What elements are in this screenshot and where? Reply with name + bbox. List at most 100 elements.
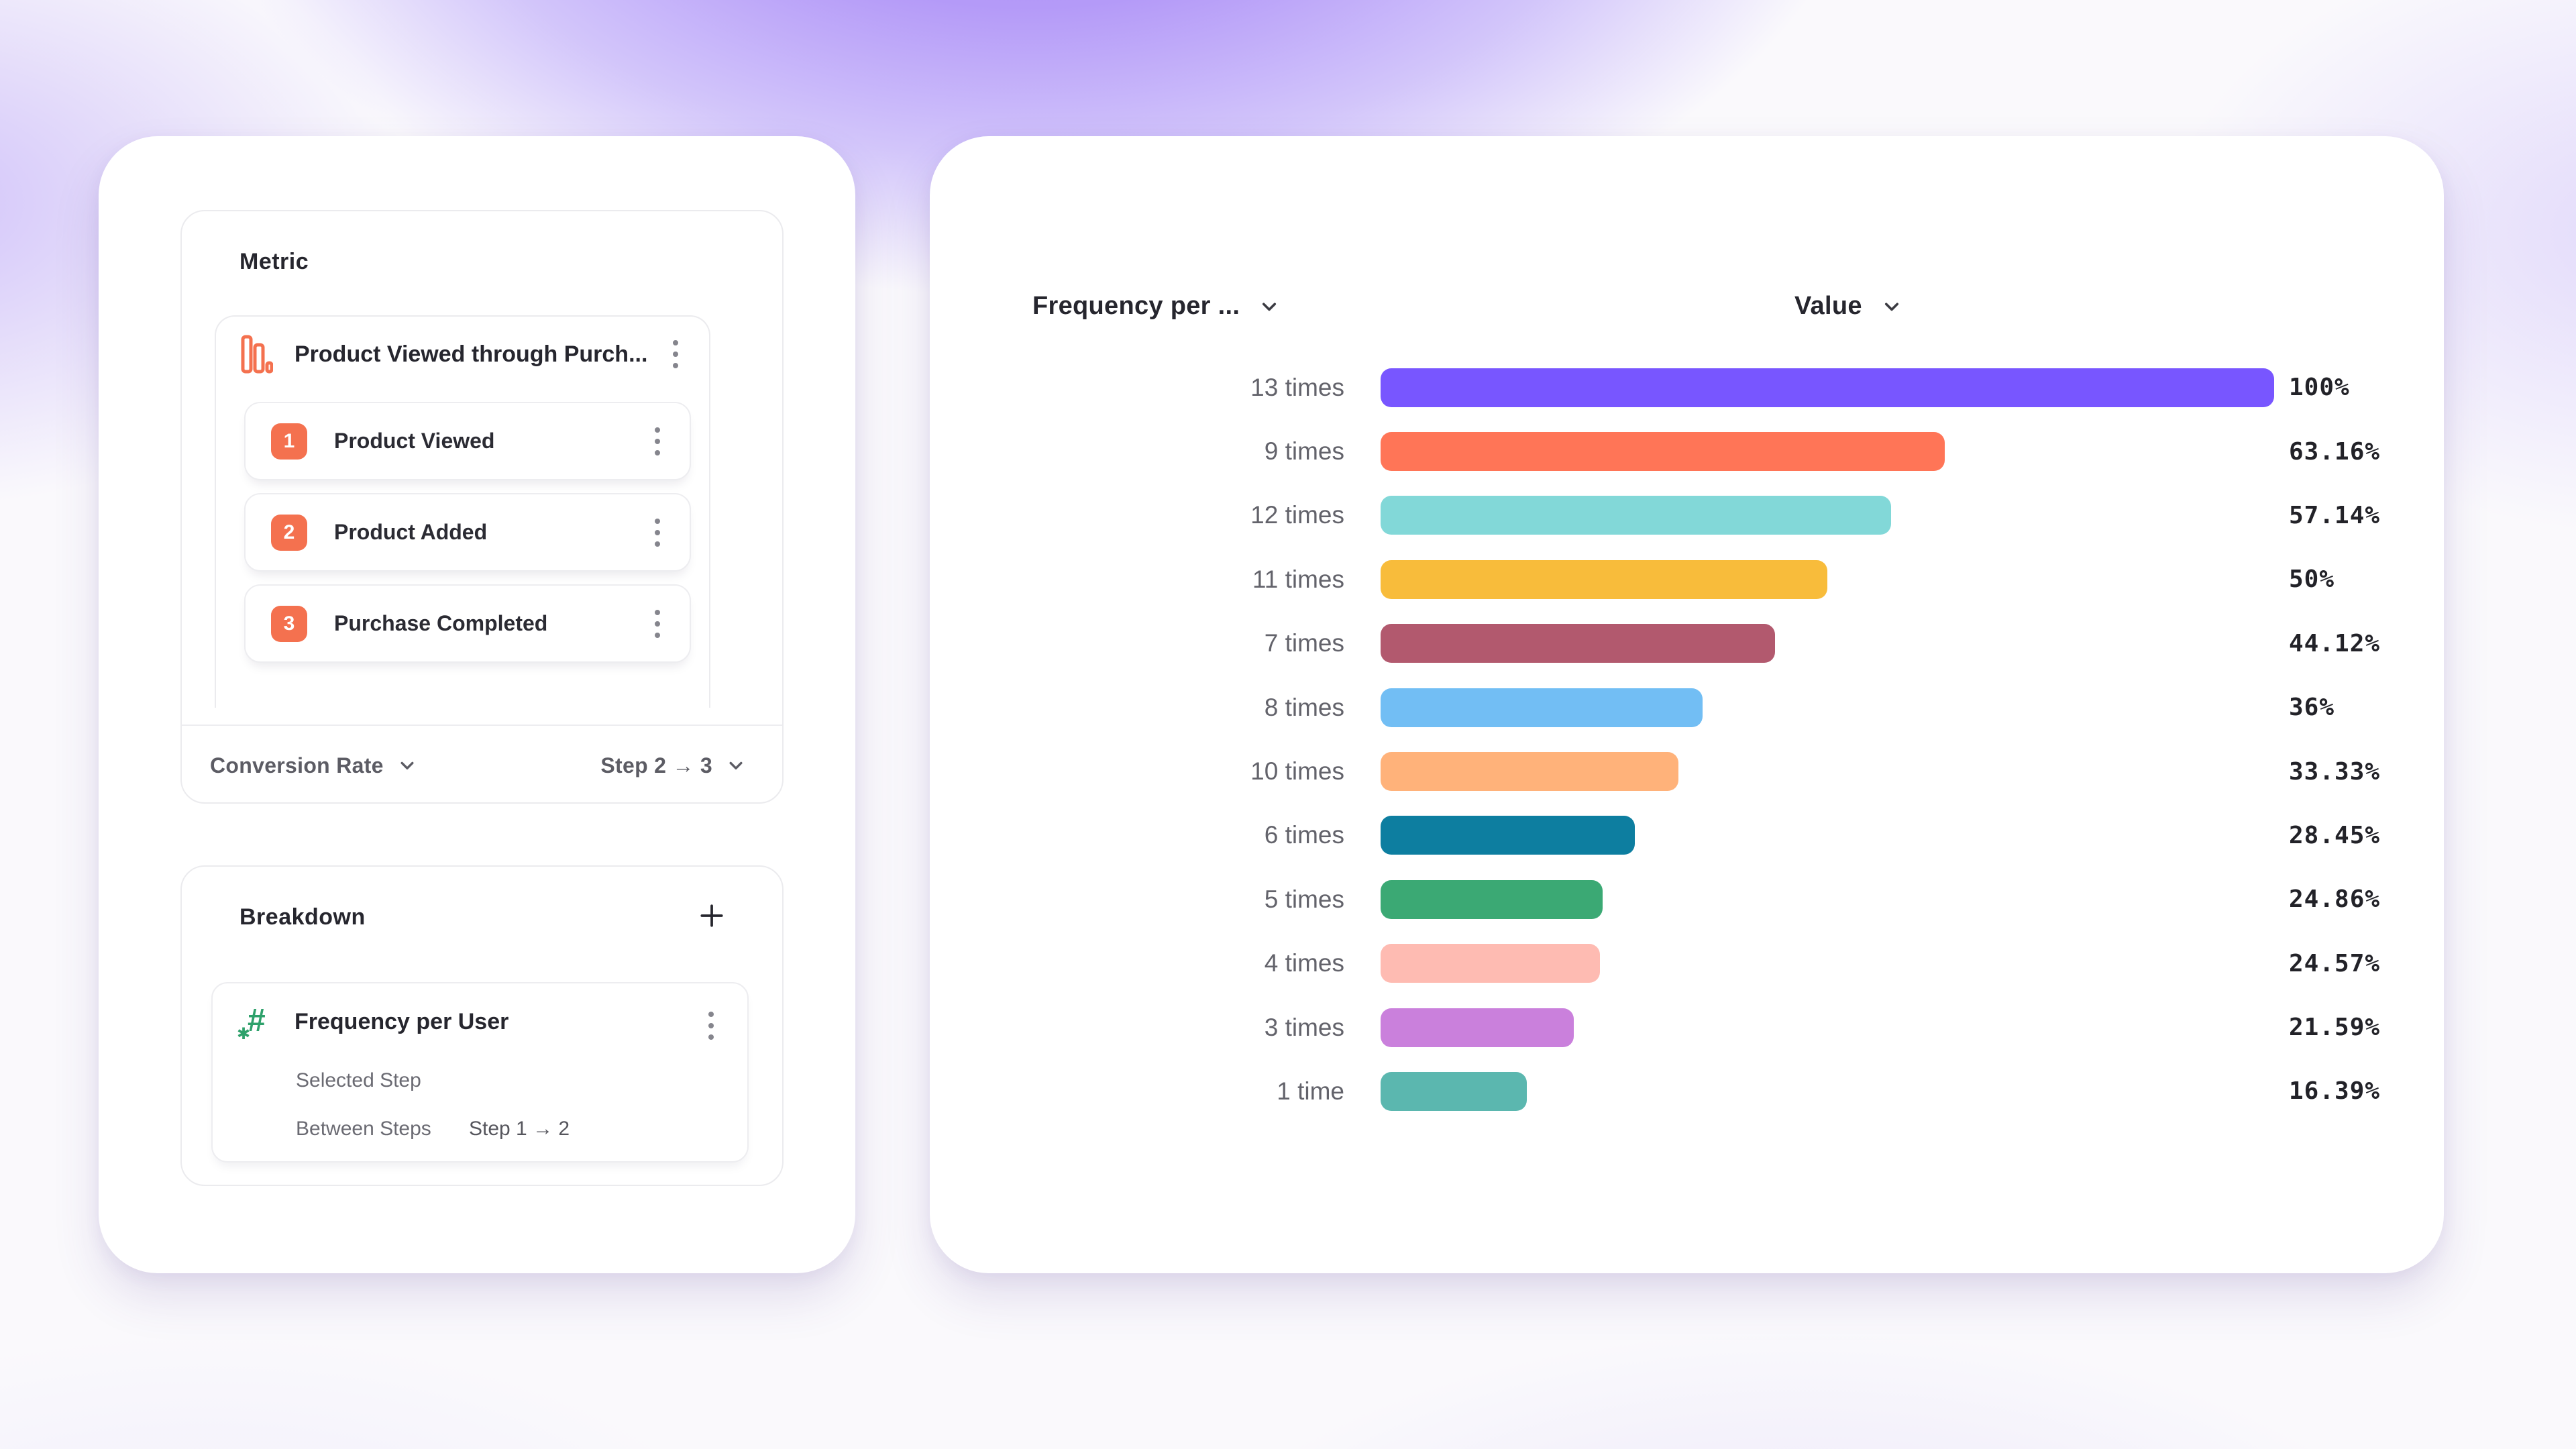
bar[interactable] xyxy=(1381,879,1603,919)
bar-value-label: 57.14% xyxy=(2289,501,2381,529)
bar-value-label: 50% xyxy=(2289,566,2335,594)
value-column-header-dropdown[interactable]: Value xyxy=(1794,292,1904,321)
bar[interactable] xyxy=(1381,559,1827,599)
bar-value-label: 44.12% xyxy=(2289,629,2381,657)
x-column-header-dropdown[interactable]: Frequency per ... xyxy=(1032,292,1281,321)
chart-row: 9 times 63.16% xyxy=(930,419,2444,483)
step-label: Product Viewed xyxy=(334,429,495,453)
bar-track xyxy=(1381,1071,2274,1111)
breakdown-panel-title: Breakdown xyxy=(239,904,366,930)
kebab-menu-icon[interactable] xyxy=(669,336,682,372)
bar[interactable] xyxy=(1381,432,1945,472)
bar-track xyxy=(1381,816,2274,855)
bar[interactable] xyxy=(1381,688,1703,727)
bar-track xyxy=(1381,752,2274,792)
bar-value-label: 33.33% xyxy=(2289,757,2381,786)
chart-row: 4 times 24.57% xyxy=(930,932,2444,996)
category-label: 9 times xyxy=(1264,437,1344,466)
kebab-menu-icon[interactable] xyxy=(651,606,664,642)
step-label: Product Added xyxy=(334,520,488,544)
step-number-badge: 3 xyxy=(271,605,307,642)
add-breakdown-button[interactable] xyxy=(695,899,729,936)
category-label: 5 times xyxy=(1264,885,1344,913)
funnel-definition-box: Product Viewed through Purch... 1 Product… xyxy=(215,315,710,708)
category-label: 12 times xyxy=(1250,501,1344,529)
chart-row: 1 time 16.39% xyxy=(930,1059,2444,1123)
category-label: 10 times xyxy=(1250,757,1344,786)
bar-track xyxy=(1381,688,2274,727)
bar-value-label: 24.57% xyxy=(2289,949,2381,977)
chevron-down-icon xyxy=(729,761,743,769)
category-label: 3 times xyxy=(1264,1013,1344,1041)
bar[interactable] xyxy=(1381,752,1678,792)
bar-value-label: 21.59% xyxy=(2289,1014,2381,1042)
bar-value-label: 28.45% xyxy=(2289,821,2381,849)
chevron-down-icon xyxy=(1263,302,1277,311)
category-label: 7 times xyxy=(1264,629,1344,657)
conversion-rate-dropdown[interactable]: Conversion Rate xyxy=(210,753,419,778)
value-column-header-label: Value xyxy=(1794,292,1862,320)
chart-row: 7 times 44.12% xyxy=(930,612,2444,676)
metric-panel: Metric Product Viewed through Purch... 1… xyxy=(180,210,784,804)
chart-row: 8 times 36% xyxy=(930,676,2444,739)
between-steps-label: Between Steps xyxy=(296,1118,431,1140)
bar-track xyxy=(1381,496,2274,535)
metric-footer: Conversion Rate Step 2 → 3 xyxy=(210,726,747,805)
step-number-badge: 2 xyxy=(271,514,307,551)
bar[interactable] xyxy=(1381,496,1892,535)
bar[interactable] xyxy=(1381,624,1775,663)
category-label: 1 time xyxy=(1277,1077,1344,1105)
chart-card: Frequency per ... Value 13 times 100% 9 ti… xyxy=(930,136,2444,1273)
step-range-dropdown[interactable]: Step 2 → 3 xyxy=(600,753,747,778)
chevron-down-icon xyxy=(1884,302,1898,311)
category-label: 4 times xyxy=(1264,949,1344,977)
bar[interactable] xyxy=(1381,1008,1574,1047)
funnel-title: Product Viewed through Purch... xyxy=(294,341,648,367)
chart-row: 13 times 100% xyxy=(930,356,2444,419)
bar-chart: 13 times 100% 9 times 63.16% 12 times 57.14% 1… xyxy=(930,356,2444,1124)
bar-track xyxy=(1381,368,2274,407)
selected-step-label: Selected Step xyxy=(296,1069,421,1091)
chart-row: 6 times 28.45% xyxy=(930,804,2444,867)
bar[interactable] xyxy=(1381,1071,1527,1111)
plus-icon xyxy=(700,904,723,927)
between-steps-value: Step 1 → 2 xyxy=(469,1118,570,1140)
breakdown-item-frequency-per-user[interactable]: # ✱ Frequency per User Selected Step Bet… xyxy=(211,982,749,1163)
bar-track xyxy=(1381,1008,2274,1047)
bar[interactable] xyxy=(1381,816,1635,855)
bar-value-label: 16.39% xyxy=(2289,1077,2381,1106)
breakdown-item-title: Frequency per User xyxy=(294,1009,509,1034)
category-label: 8 times xyxy=(1264,693,1344,721)
category-label: 6 times xyxy=(1264,821,1344,849)
kebab-menu-icon[interactable] xyxy=(704,1008,718,1044)
metric-footer-divider xyxy=(182,724,782,726)
bar-track xyxy=(1381,879,2274,919)
breakdown-panel: Breakdown # ✱ Frequency per User Selecte… xyxy=(180,865,784,1186)
x-column-header-label: Frequency per ... xyxy=(1032,292,1240,320)
bar-track xyxy=(1381,432,2274,472)
kebab-menu-icon[interactable] xyxy=(651,423,664,460)
bar[interactable] xyxy=(1381,944,1601,983)
step-range-label: Step 2 → 3 xyxy=(600,753,712,777)
bar-track xyxy=(1381,624,2274,663)
funnel-step-card[interactable]: 3 Purchase Completed xyxy=(244,584,691,663)
kebab-menu-icon[interactable] xyxy=(651,515,664,551)
step-label: Purchase Completed xyxy=(334,611,548,635)
chart-row: 10 times 33.33% xyxy=(930,739,2444,803)
bar-value-label: 100% xyxy=(2289,374,2350,402)
query-builder-card: Metric Product Viewed through Purch... 1… xyxy=(99,136,855,1273)
between-steps-row[interactable]: Between Steps Step 1 → 2 xyxy=(296,1118,570,1140)
hash-icon: # ✱ xyxy=(237,1003,266,1043)
bar[interactable] xyxy=(1381,368,2274,407)
funnel-step-card[interactable]: 2 Product Added xyxy=(244,493,691,572)
bar-track xyxy=(1381,559,2274,599)
funnel-step-card[interactable]: 1 Product Viewed xyxy=(244,402,691,480)
chart-row: 3 times 21.59% xyxy=(930,996,2444,1059)
funnel-header-row[interactable]: Product Viewed through Purch... xyxy=(241,333,682,376)
chart-row: 5 times 24.86% xyxy=(930,867,2444,931)
bar-value-label: 24.86% xyxy=(2289,885,2381,914)
category-label: 11 times xyxy=(1252,565,1344,593)
selected-step-row[interactable]: Selected Step xyxy=(296,1069,421,1092)
bar-track xyxy=(1381,944,2274,983)
